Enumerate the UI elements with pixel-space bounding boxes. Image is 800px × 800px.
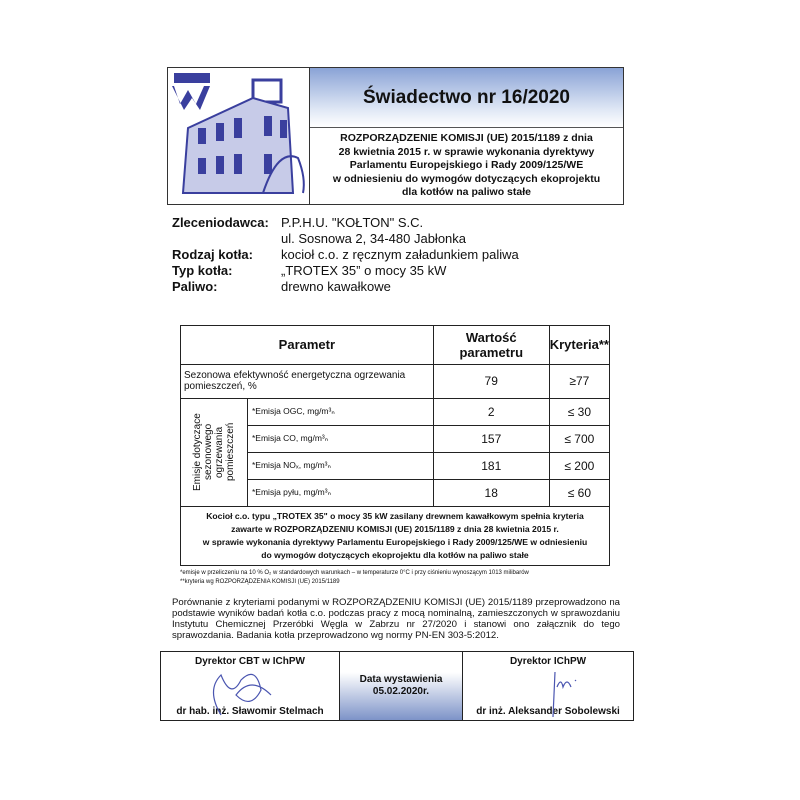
- signature-block: Dyrektor CBT w IChPW dr hab. inż. Sławom…: [160, 650, 634, 721]
- conformity-summary: Kocioł c.o. typu „TROTEX 35" o mocy 35 k…: [180, 505, 610, 566]
- comparison-paragraph: Porównanie z kryteriami podanymi w ROZPO…: [172, 596, 620, 641]
- table-row: Emisje dotyczące sezonowego ogrzewania p…: [180, 397, 611, 507]
- left-signatory-title: Dyrektor CBT w IChPW: [194, 655, 305, 667]
- results-table: Parametr Wartość parametru Kryteria** Sezo…: [180, 324, 611, 566]
- table-row: *Emisja CO, mg/m³ₙ 157 ≤ 700: [181, 424, 611, 453]
- table-row: *Emisja NOₓ, mg/m³ₙ 181 ≤ 200: [181, 451, 611, 480]
- table-row: Sezonowa efektywność energetyczna ogrzew…: [180, 363, 611, 399]
- left-signatory-name: dr hab. inż. Sławomir Stelmach: [176, 705, 324, 717]
- ichpw-logo: [168, 68, 310, 204]
- client-value: P.P.H.U. "KOŁTON" S.C.: [281, 214, 424, 230]
- certificate-page: Świadectwo nr 16/2020 ROZPORZĄDZENIE KOM…: [160, 67, 800, 721]
- boiler-info: Zleceniodawca: P.P.H.U. "KOŁTON" S.C. ul.…: [172, 215, 800, 295]
- boiler-kind-value: kocioł c.o. z ręcznym załadunkiem paliwa: [281, 246, 519, 262]
- boiler-kind-label: Rodzaj kotła:: [172, 246, 253, 262]
- certificate-header: Świadectwo nr 16/2020 ROZPORZĄDZENIE KOM…: [167, 67, 624, 205]
- address-value: ul. Sosnowa 2, 34-480 Jabłonka: [281, 230, 467, 246]
- boiler-type-value: „TROTEX 35” o mocy 35 kW: [281, 262, 447, 278]
- right-signatory-name: dr inż. Aleksander Sobolewski: [476, 705, 620, 717]
- client-label: Zleceniodawca:: [172, 214, 269, 230]
- footnotes: *emisje w przeliczeniu na 10 % O₂ w stan…: [180, 569, 529, 585]
- boiler-type-label: Typ kotła:: [172, 262, 233, 278]
- issue-date: 05.02.2020r.: [372, 686, 430, 697]
- fuel-label: Paliwo:: [172, 278, 218, 294]
- regulation-text: ROZPORZĄDZENIE KOMISJI (UE) 2015/1189 z …: [332, 132, 601, 198]
- fuel-value: drewno kawałkowe: [281, 278, 391, 294]
- table-row: *Emisja pyłu, mg/m³ₙ 18 ≤ 60: [181, 478, 611, 507]
- right-signatory-title: Dyrektor IChPW: [509, 655, 587, 667]
- issue-date-label: Data wystawienia: [359, 674, 443, 685]
- certificate-title: Świadectwo nr 16/2020: [310, 68, 623, 128]
